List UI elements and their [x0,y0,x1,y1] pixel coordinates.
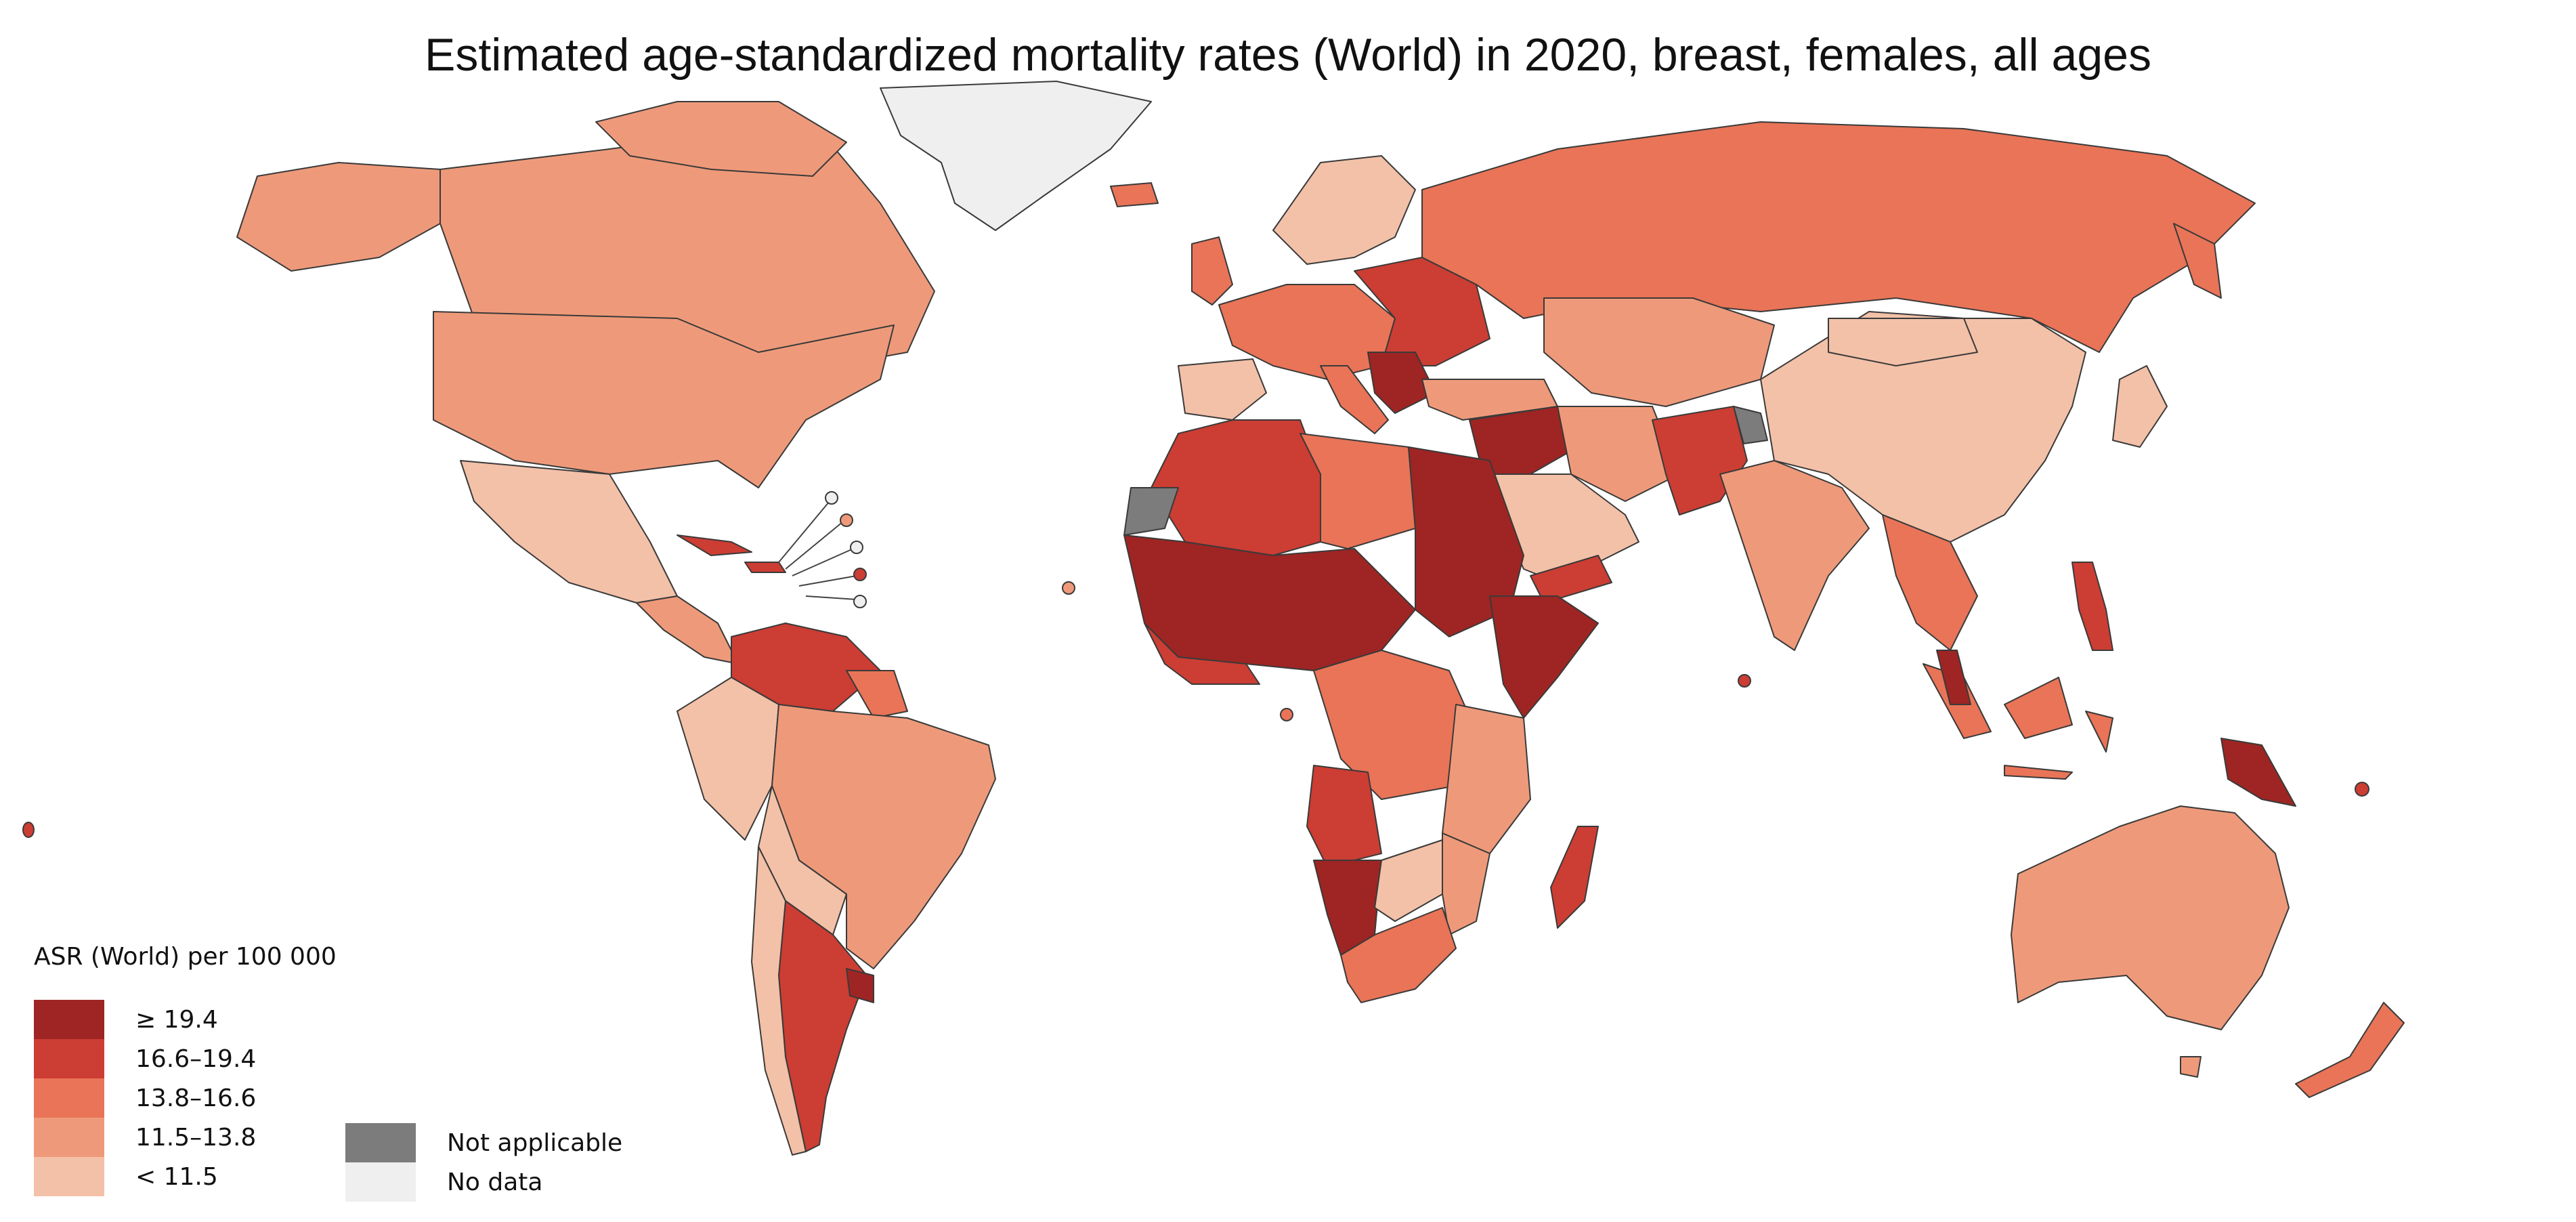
region-west-africa-coast [1144,623,1260,685]
region-yemen [1530,555,1612,604]
legend-swatch [345,1123,416,1162]
region-scandinavia [1272,155,1416,265]
legend-item-class-3: 13.8–16.6 [34,1078,256,1118]
legend-swatch [34,1000,104,1039]
region-italy [1320,365,1389,434]
region-chile [751,846,807,1156]
region-new-zealand [2295,1002,2405,1098]
legend-label: 16.6–19.4 [135,1045,257,1073]
region-uk-ireland [1191,236,1233,306]
region-australia [2011,805,2290,1030]
callout-marker [853,568,867,581]
legend-item-not-applicable: Not applicable [345,1123,622,1162]
legend-item-no-data: No data [345,1162,543,1202]
region-kamchatka [2173,223,2222,299]
region-mongolia [1828,318,1978,366]
region-small-island [1280,708,1293,721]
region-botswana [1374,839,1443,922]
region-usa [433,311,895,488]
region-peru [677,677,779,841]
region-central-america [636,595,739,665]
legend-swatch [34,1157,104,1196]
legend-item-class-4: 11.5–13.8 [34,1118,256,1157]
legend-item-class-2: 16.6–19.4 [34,1039,256,1078]
region-iran [1557,406,1680,502]
region-kashmir [1733,406,1768,444]
region-india [1719,460,1870,651]
region-east-africa [1442,704,1531,854]
callout-marker [840,513,853,527]
legend-title: ASR (World) per 100 000 [34,943,337,971]
legend-swatch [34,1118,104,1157]
region-uruguay [846,968,874,1003]
region-indonesia [1923,663,2113,780]
region-russia [1421,121,2256,353]
region-iberia [1178,358,1267,421]
legend-swatch [34,1078,104,1118]
region-small-island [1062,581,1075,595]
region-iceland [1110,182,1159,207]
region-papua-new-guinea [2220,738,2296,807]
region-japan [2112,365,2168,448]
region-small-island [1738,674,1751,688]
region-mexico [460,460,678,604]
region-malaysia [1936,650,1971,705]
caribbean-callout-line [798,575,857,587]
legend-swatch [345,1162,416,1202]
callout-marker [853,595,867,608]
region-small-island [2355,782,2369,797]
legend-label: ≥ 19.4 [135,1005,218,1034]
region-balkans [1367,352,1436,414]
region-tasmania [2180,1056,2202,1078]
region-guianas [846,670,908,719]
legend-label: No data [447,1168,543,1196]
legend-label: < 11.5 [135,1162,218,1191]
region-small-island [22,822,35,838]
caribbean-callout-line [785,521,844,570]
region-south-africa [1340,907,1457,1003]
region-philippines [2071,562,2113,651]
region-greenland [880,81,1152,231]
region-madagascar [1550,826,1599,929]
region-caribbean [677,534,786,573]
legend-item-class-1: ≥ 19.4 [34,1000,218,1039]
region-mozambique [1442,833,1490,935]
region-arctic-islands [595,101,847,177]
caribbean-callout-line [778,501,830,563]
legend-label: 13.8–16.6 [135,1084,257,1112]
region-western-sahara [1123,487,1179,536]
legend-label: 11.5–13.8 [135,1123,257,1152]
caribbean-callout-line [805,595,857,600]
region-alaska [236,162,441,272]
region-egypt-sudan [1408,446,1524,637]
region-central-asia [1543,297,1775,407]
map-title: Estimated age-standardized mortality rat… [425,29,2151,81]
legend-item-class-5: < 11.5 [34,1157,218,1196]
caribbean-callout-line [792,548,854,576]
region-horn-of-africa [1489,595,1599,719]
callout-marker [825,491,838,505]
legend-swatch [34,1039,104,1078]
callout-marker [850,541,863,554]
legend-label: Not applicable [447,1129,623,1157]
